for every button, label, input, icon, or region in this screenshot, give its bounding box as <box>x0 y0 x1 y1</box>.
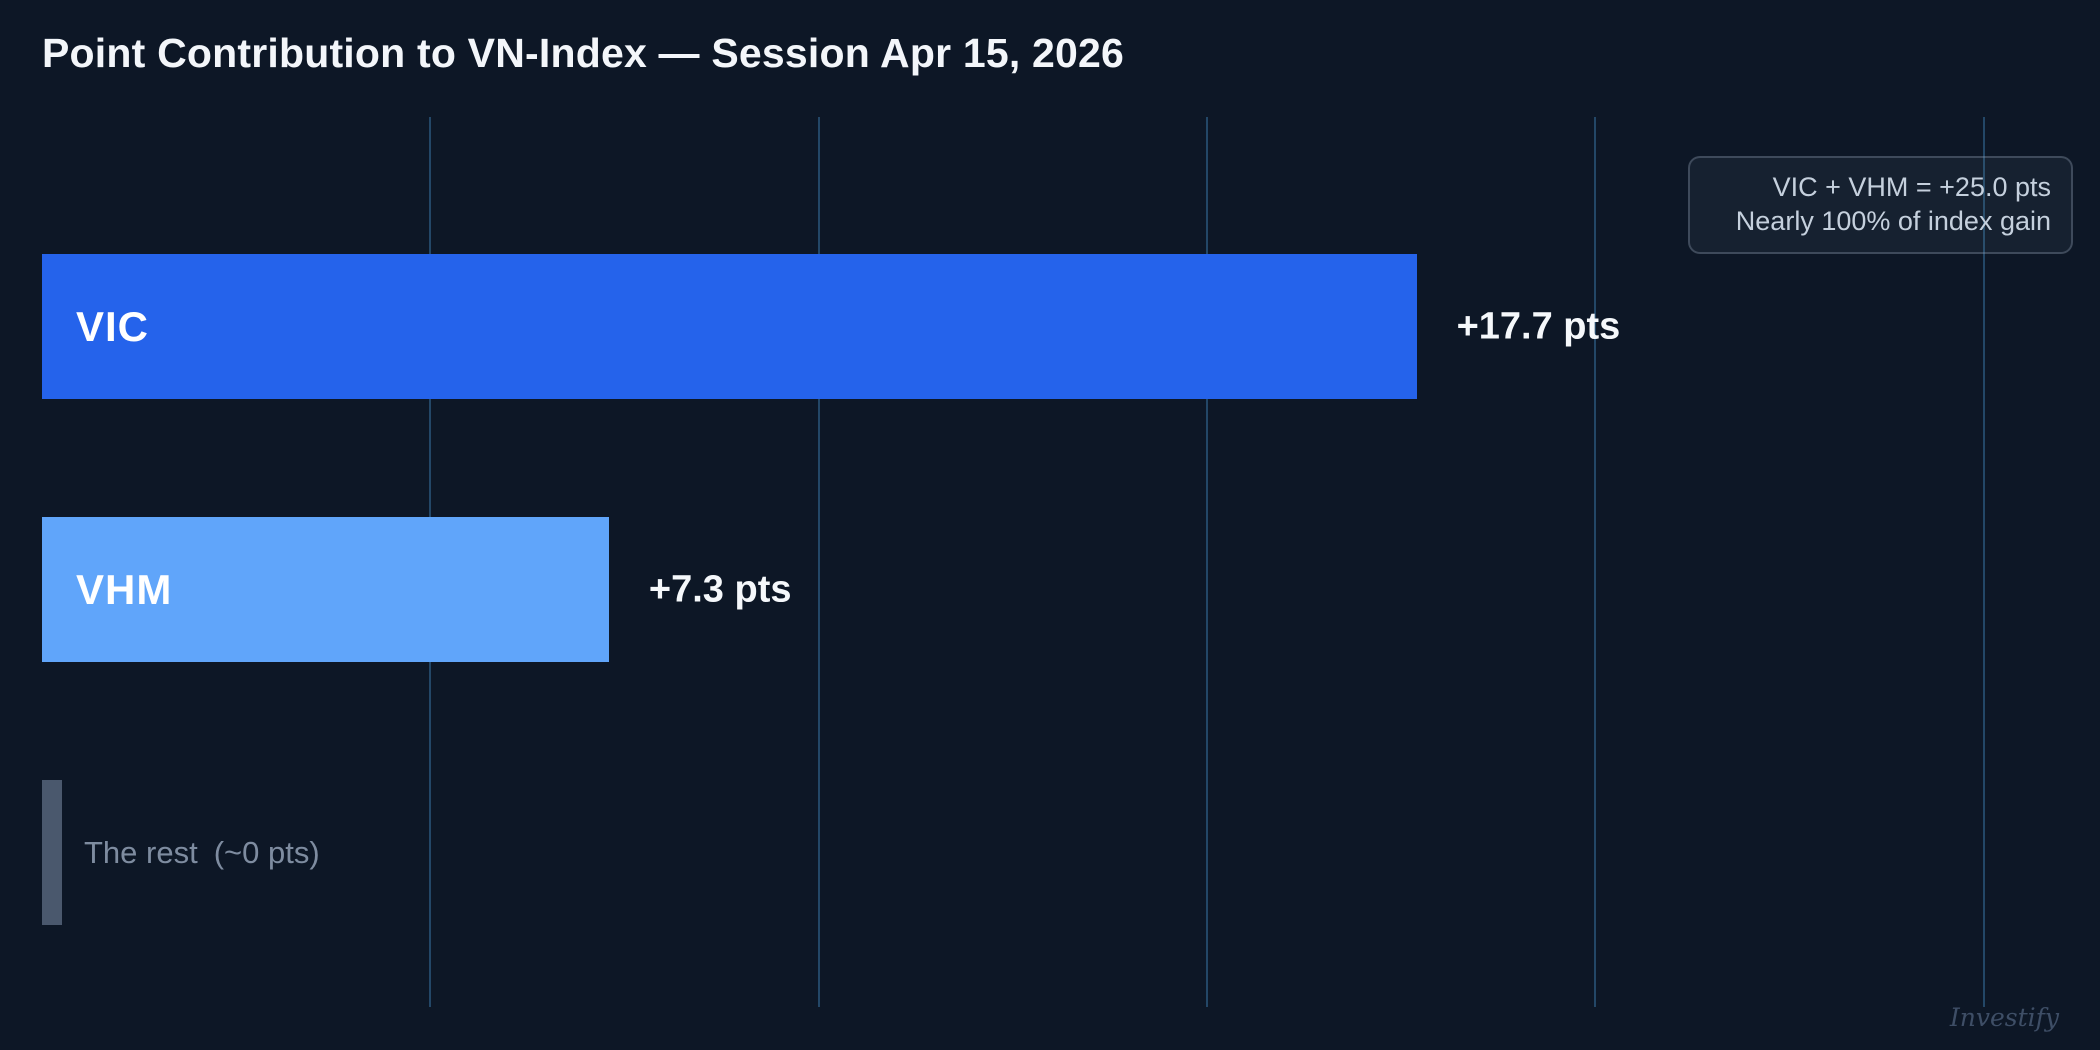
bar-vhm: VHM <box>42 517 609 662</box>
value-label-vic: +17.7 pts <box>1456 305 1621 347</box>
bar-vic: VIC <box>42 254 1417 399</box>
annotation-box: VIC + VHM = +25.0 pts Nearly 100% of ind… <box>1688 156 2073 254</box>
gridline-15pts <box>1205 117 1208 1007</box>
watermark-investify: Investify <box>1949 1003 2059 1032</box>
outside-label-value: (~0 pts) <box>213 834 320 870</box>
annotation-total-line: VIC + VHM = +25.0 pts <box>1772 172 2051 202</box>
gridline-20pts <box>1594 117 1597 1007</box>
value-label-vhm: +7.3 pts <box>648 568 792 610</box>
gridline-10pts <box>817 117 820 1007</box>
bar-label-vhm: VHM <box>76 565 173 613</box>
gridline-25pts <box>1982 117 1985 1007</box>
outside-label-name: The rest <box>84 834 198 870</box>
chart-title: Point Contribution to VN-Index — Session… <box>42 30 1125 76</box>
outside-label-the-rest: The rest (~0 pts) <box>84 835 320 871</box>
annotation-share-line: Nearly 100% of index gain <box>1735 206 2051 236</box>
bar-the-rest <box>42 780 62 925</box>
bar-label-vic: VIC <box>76 302 150 350</box>
